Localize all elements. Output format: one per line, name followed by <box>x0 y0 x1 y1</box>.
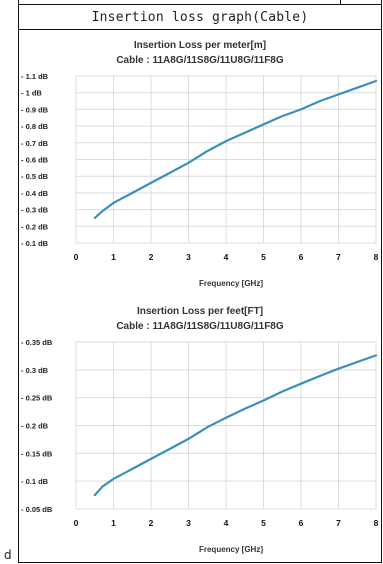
x-tick-label: 7 <box>336 252 341 262</box>
y-tick-label: - 1 dB <box>21 89 42 98</box>
y-tick-label: - 0.6 dB <box>21 156 49 165</box>
chart-subtitle: Cable : 11A8G/11S8G/11U8G/11F8G <box>116 55 284 66</box>
y-tick-label: - 0.25 dB <box>21 394 53 403</box>
x-tick-label: 8 <box>374 518 379 528</box>
x-tick-label: 0 <box>74 518 79 528</box>
x-tick-label: 7 <box>336 518 341 528</box>
series-line <box>93 79 378 219</box>
y-tick-label: - 0.35 dB <box>21 338 53 347</box>
x-axis-label: Frequency [GHz] <box>199 279 263 288</box>
series-line <box>93 354 378 497</box>
chart-title: Insertion Loss per meter[m] <box>134 40 266 51</box>
y-tick-label: - 0.3 dB <box>21 366 49 375</box>
y-tick-label: - 0.8 dB <box>21 122 49 131</box>
y-tick-label: - 0.4 dB <box>21 189 49 198</box>
x-tick-label: 5 <box>261 518 266 528</box>
x-axis-label: Frequency [GHz] <box>199 545 263 554</box>
table-cell-divider <box>340 0 341 5</box>
y-tick-label: - 0.15 dB <box>21 449 53 458</box>
y-tick-label: - 0.3 dB <box>21 206 49 215</box>
y-tick-label: - 0.5 dB <box>21 172 49 181</box>
x-tick-label: 5 <box>261 252 266 262</box>
x-tick-label: 3 <box>186 518 191 528</box>
x-tick-label: 2 <box>149 518 154 528</box>
x-tick-label: 1 <box>111 518 116 528</box>
table-top-border <box>18 0 382 5</box>
graph-frame <box>18 0 382 563</box>
x-tick-label: 4 <box>224 518 229 528</box>
x-tick-label: 8 <box>374 252 379 262</box>
side-label: d <box>4 548 12 562</box>
chart-subtitle: Cable : 11A8G/11S8G/11U8G/11F8G <box>116 321 284 332</box>
y-tick-label: - 1.1 dB <box>21 72 49 81</box>
y-tick-label: - 0.1 dB <box>21 239 49 248</box>
y-tick-label: - 0.1 dB <box>21 477 49 486</box>
x-tick-label: 1 <box>111 252 116 262</box>
x-tick-label: 3 <box>186 252 191 262</box>
y-tick-label: - 0.7 dB <box>21 139 49 148</box>
insertion-loss-per-meter-chart: Insertion Loss per meter[m] Cable : 11A8… <box>21 40 379 288</box>
chart-title: Insertion Loss per feet[FT] <box>137 306 263 317</box>
y-tick-label: - 0.2 dB <box>21 222 49 231</box>
x-tick-label: 2 <box>149 252 154 262</box>
y-tick-label: - 0.2 dB <box>21 422 49 431</box>
x-tick-label: 6 <box>299 252 304 262</box>
y-tick-label: - 0.05 dB <box>21 505 53 514</box>
y-tick-label: - 0.9 dB <box>21 105 49 114</box>
x-tick-label: 0 <box>74 252 79 262</box>
section-title: Insertion loss graph(Cable) <box>18 5 382 30</box>
x-tick-label: 6 <box>299 518 304 528</box>
insertion-loss-per-feet-chart: Insertion Loss per feet[FT] Cable : 11A8… <box>21 306 379 554</box>
x-tick-label: 4 <box>224 252 229 262</box>
